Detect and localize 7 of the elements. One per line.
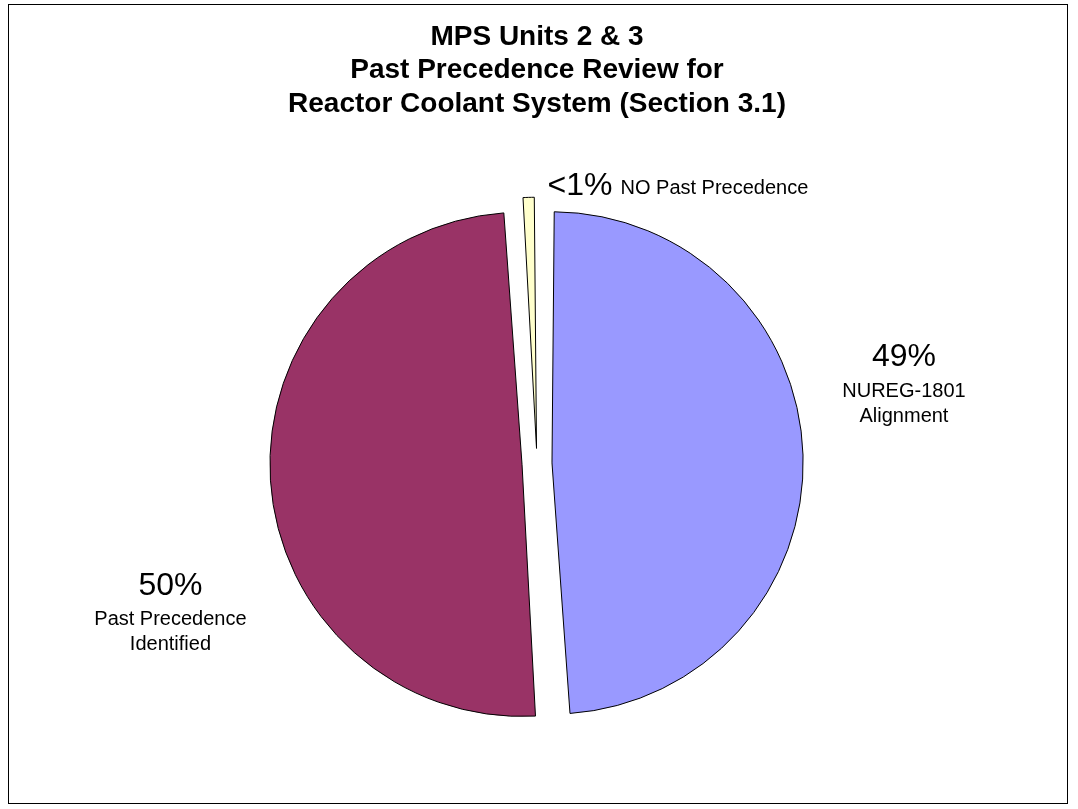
slice-label: NO Past Precedence [620,175,809,198]
chart-title: MPS Units 2 & 3 Past Precedence Review for Reactor Coolant System (Section 3.1) [288,19,786,118]
slice-label: NUREG-1801 Alignment [842,378,966,426]
data-label: 49% [871,337,936,374]
data-label: 50% [138,565,203,602]
data-label: <1% [547,166,613,203]
slice-label: Past Precedence Identified [94,607,247,655]
